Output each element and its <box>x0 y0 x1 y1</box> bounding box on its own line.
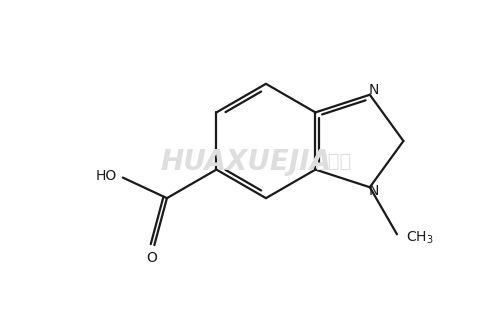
Text: HUAXUEJIA: HUAXUEJIA <box>160 148 332 176</box>
Text: N: N <box>369 184 379 198</box>
Text: O: O <box>146 251 157 265</box>
Text: HO: HO <box>96 169 117 183</box>
Text: 化学加: 化学加 <box>316 152 351 171</box>
Text: CH$_3$: CH$_3$ <box>406 229 433 246</box>
Text: N: N <box>369 83 379 97</box>
